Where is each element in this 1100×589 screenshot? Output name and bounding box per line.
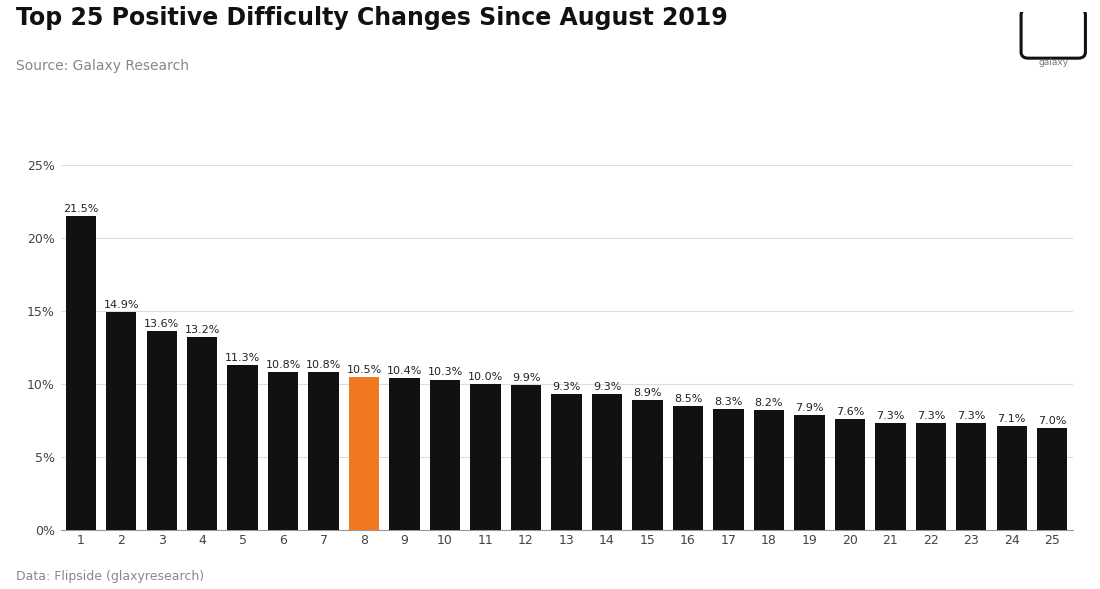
- Bar: [349, 377, 379, 530]
- Bar: [187, 337, 218, 530]
- Bar: [876, 423, 905, 530]
- Bar: [592, 394, 623, 530]
- Bar: [1037, 428, 1067, 530]
- Text: Source: Galaxy Research: Source: Galaxy Research: [16, 59, 189, 73]
- Text: 21.5%: 21.5%: [63, 204, 98, 214]
- FancyBboxPatch shape: [1035, 19, 1071, 48]
- Bar: [146, 332, 177, 530]
- Bar: [835, 419, 865, 530]
- Text: 8.5%: 8.5%: [674, 394, 702, 403]
- Bar: [632, 400, 662, 530]
- Bar: [673, 406, 703, 530]
- Text: 7.3%: 7.3%: [916, 411, 945, 421]
- Text: 11.3%: 11.3%: [226, 353, 261, 363]
- Bar: [551, 394, 582, 530]
- Bar: [308, 372, 339, 530]
- Text: 7.9%: 7.9%: [795, 402, 824, 412]
- Bar: [471, 384, 501, 530]
- Text: 8.9%: 8.9%: [634, 388, 662, 398]
- Text: 10.3%: 10.3%: [428, 368, 463, 378]
- Bar: [268, 372, 298, 530]
- Text: 10.8%: 10.8%: [306, 360, 341, 370]
- Text: 14.9%: 14.9%: [103, 300, 139, 310]
- Text: 10.0%: 10.0%: [468, 372, 503, 382]
- Text: 7.1%: 7.1%: [998, 414, 1026, 424]
- Text: 7.3%: 7.3%: [957, 411, 986, 421]
- Bar: [66, 216, 96, 530]
- Bar: [430, 380, 460, 530]
- Bar: [389, 378, 420, 530]
- Text: 10.4%: 10.4%: [387, 366, 422, 376]
- Bar: [956, 423, 987, 530]
- Bar: [754, 411, 784, 530]
- Text: 10.8%: 10.8%: [265, 360, 300, 370]
- Text: 13.6%: 13.6%: [144, 319, 179, 329]
- Text: Data: Flipside (glaxyresearch): Data: Flipside (glaxyresearch): [16, 570, 205, 583]
- Bar: [915, 423, 946, 530]
- Text: 9.3%: 9.3%: [593, 382, 622, 392]
- Text: 13.2%: 13.2%: [185, 325, 220, 335]
- FancyBboxPatch shape: [1021, 9, 1086, 58]
- Bar: [997, 426, 1027, 530]
- Text: 9.3%: 9.3%: [552, 382, 581, 392]
- Text: 7.0%: 7.0%: [1038, 416, 1066, 426]
- Bar: [794, 415, 825, 530]
- Bar: [713, 409, 744, 530]
- Bar: [228, 365, 257, 530]
- Bar: [510, 385, 541, 530]
- Text: 7.6%: 7.6%: [836, 407, 864, 417]
- Text: 9.9%: 9.9%: [512, 373, 540, 383]
- Text: Top 25 Positive Difficulty Changes Since August 2019: Top 25 Positive Difficulty Changes Since…: [16, 6, 728, 30]
- Bar: [106, 312, 136, 530]
- Text: galaxy: galaxy: [1038, 58, 1068, 67]
- Text: 10.5%: 10.5%: [346, 365, 382, 375]
- Text: 7.3%: 7.3%: [877, 411, 904, 421]
- Text: 8.3%: 8.3%: [714, 396, 742, 406]
- Text: 8.2%: 8.2%: [755, 398, 783, 408]
